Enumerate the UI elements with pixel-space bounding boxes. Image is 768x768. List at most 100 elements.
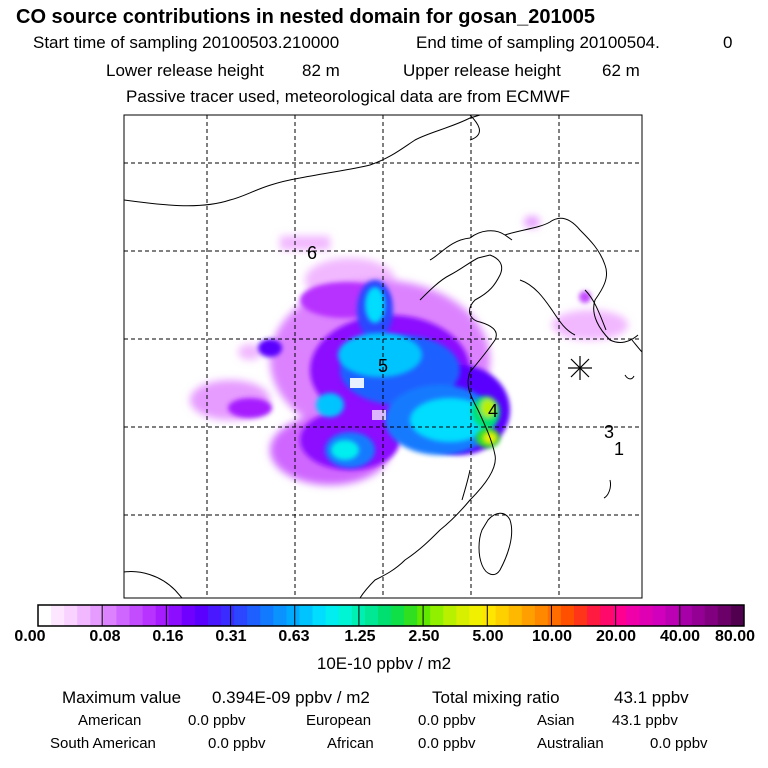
colorbar-segment bbox=[652, 605, 667, 626]
colorbar-segment bbox=[508, 605, 523, 626]
colorbar-segment bbox=[730, 605, 745, 626]
region-label-4: 4 bbox=[488, 401, 498, 421]
colorbar-segment bbox=[325, 605, 340, 626]
plot-title: CO source contributions in nested domain… bbox=[16, 6, 596, 28]
end-time-value: 0 bbox=[723, 33, 733, 52]
region-value-australian: 0.0 ppbv bbox=[650, 735, 708, 752]
colorbar-segment bbox=[221, 605, 235, 626]
colorbar-segment bbox=[273, 605, 287, 626]
region-value-european: 0.0 ppbv bbox=[418, 712, 476, 729]
region-label-1: 1 bbox=[614, 439, 624, 459]
colorbar-segment bbox=[456, 605, 470, 626]
region-name-australian: Australian bbox=[537, 735, 604, 752]
colorbar-segment bbox=[116, 605, 131, 626]
colorbar-tick-label: 0.00 bbox=[14, 628, 46, 645]
colorbar-segment bbox=[534, 605, 549, 626]
colorbar-segment bbox=[64, 605, 78, 626]
start-time-label: Start time of sampling 20100503.210000 bbox=[33, 33, 340, 52]
map-frame bbox=[123, 114, 643, 599]
colorbar-frame bbox=[37, 604, 745, 627]
total-mixing-value: 43.1 ppbv bbox=[614, 688, 689, 707]
region-value-african: 0.0 ppbv bbox=[418, 735, 476, 752]
upper-release-value: 62 m bbox=[602, 61, 640, 80]
colorbar-segment bbox=[613, 605, 627, 626]
colorbar-segment bbox=[691, 605, 706, 626]
colorbar-segment bbox=[495, 605, 510, 626]
upper-release-label: Upper release height bbox=[403, 61, 561, 80]
colorbar-segment bbox=[430, 605, 444, 626]
colorbar-segment bbox=[77, 605, 91, 626]
colorbar-segment bbox=[547, 605, 562, 626]
lower-release-value: 82 m bbox=[302, 61, 340, 80]
colorbar-tick-label: 1.25 bbox=[344, 628, 376, 645]
colorbar-segment bbox=[90, 605, 104, 626]
colorbar-segment bbox=[626, 605, 640, 626]
colorbar-tick-label: 20.00 bbox=[595, 628, 637, 645]
colorbar-unit: 10E-10 ppbv / m2 bbox=[316, 654, 452, 673]
colorbar-segment bbox=[587, 605, 601, 626]
colorbar-tick-label: 40.00 bbox=[659, 628, 701, 645]
colorbar-segment bbox=[51, 605, 65, 626]
colorbar-segment bbox=[129, 605, 144, 626]
colorbar-segment bbox=[639, 605, 653, 626]
colorbar-segment bbox=[717, 605, 732, 626]
colorbar-segment bbox=[417, 605, 431, 626]
colorbar-segment bbox=[299, 605, 314, 626]
graticule bbox=[124, 115, 642, 598]
colorbar-tick-label: 0.63 bbox=[278, 628, 310, 645]
colorbar-segment bbox=[207, 605, 222, 626]
colorbar-segment bbox=[103, 605, 117, 626]
colorbar-segment bbox=[234, 605, 248, 626]
colorbar-segment bbox=[377, 605, 392, 626]
colorbar-segment bbox=[678, 605, 693, 626]
colorbar-tick-label: 0.16 bbox=[152, 628, 184, 645]
colorbar-segment bbox=[469, 605, 484, 626]
colorbar-segment bbox=[574, 605, 588, 626]
colorbar-tick-label: 10.00 bbox=[531, 628, 573, 645]
colorbar-tick-label: 5.00 bbox=[472, 628, 504, 645]
coastlines bbox=[124, 115, 642, 598]
colorbar-segment bbox=[181, 605, 196, 626]
colorbar-segment bbox=[404, 605, 418, 626]
total-mixing-label: Total mixing ratio bbox=[432, 688, 560, 707]
region-value-south-american: 0.0 ppbv bbox=[208, 735, 266, 752]
colorbar-segment bbox=[247, 605, 261, 626]
region-label-3: 3 bbox=[604, 422, 614, 442]
colorbar-segment bbox=[600, 605, 614, 626]
region-label-6: 6 bbox=[307, 243, 317, 263]
region-name-african: African bbox=[327, 735, 374, 752]
colorbar-segment bbox=[194, 605, 209, 626]
max-value: 0.394E-09 ppbv / m2 bbox=[212, 688, 370, 707]
region-value-american: 0.0 ppbv bbox=[188, 712, 246, 729]
colorbar-segment bbox=[665, 605, 680, 626]
colorbar-segment bbox=[38, 605, 52, 626]
colorbar-segment bbox=[364, 605, 379, 626]
colorbar-segment bbox=[443, 605, 457, 626]
colorbar-segment bbox=[338, 605, 353, 626]
colorbar bbox=[37, 604, 745, 627]
colorbar-tick-label: 0.31 bbox=[215, 628, 247, 645]
colorbar-tick-label: 2.50 bbox=[408, 628, 440, 645]
colorbar-segment bbox=[142, 605, 157, 626]
region-label-5: 5 bbox=[378, 356, 388, 376]
region-name-european: European bbox=[306, 712, 372, 729]
colorbar-segment bbox=[391, 605, 405, 626]
region-name-south-american: South American bbox=[50, 735, 156, 752]
colorbar-tick-label: 0.08 bbox=[89, 628, 121, 645]
plume-field bbox=[190, 216, 628, 485]
colorbar-segment bbox=[482, 605, 497, 626]
max-value-label: Maximum value bbox=[62, 688, 182, 707]
colorbar-segment bbox=[312, 605, 327, 626]
region-name-american: American bbox=[78, 712, 142, 729]
colorbar-segment bbox=[260, 605, 274, 626]
colorbar-segment bbox=[560, 605, 575, 626]
colorbar-segment bbox=[286, 605, 300, 626]
colorbar-segment bbox=[168, 605, 183, 626]
receptor-marker-icon bbox=[568, 356, 592, 380]
colorbar-segment bbox=[521, 605, 536, 626]
region-value-asian: 43.1 ppbv bbox=[612, 712, 678, 729]
lower-release-label: Lower release height bbox=[106, 61, 264, 80]
colorbar-segment bbox=[704, 605, 719, 626]
region-name-asian: Asian bbox=[537, 712, 575, 729]
